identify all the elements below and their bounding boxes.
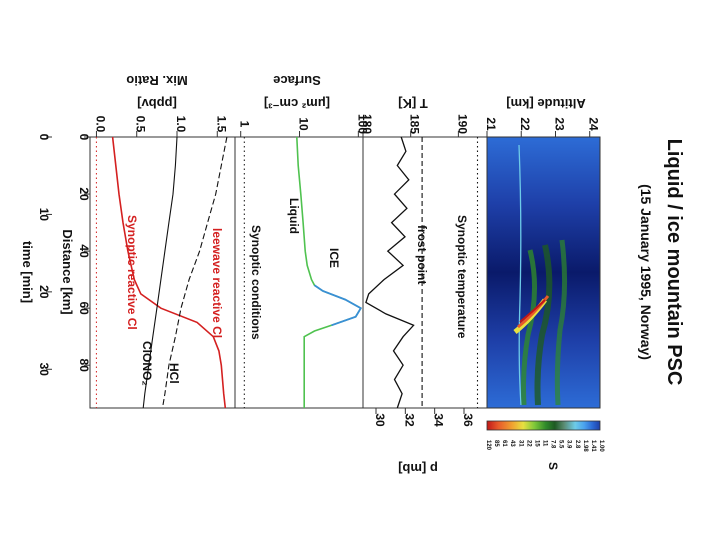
- altitude-tick-label: 23: [552, 117, 566, 131]
- colorbar-tick-label: 3.9: [566, 440, 572, 449]
- colorbar-tick-label: 22: [525, 440, 531, 447]
- ice-annotation: ICE: [327, 248, 341, 268]
- mixratio-tick-label: 1.5: [214, 116, 228, 133]
- time-ticks: 0 10 20 30: [37, 134, 52, 377]
- colorbar-tick-label: 15: [533, 440, 539, 447]
- altitude-label: Altitude [km]: [506, 96, 585, 111]
- figure-subtitle: (15 January 1995, Norway): [638, 184, 654, 360]
- series-surface-ice: [313, 284, 363, 327]
- distance-ticks: 0 20 40 60 80: [77, 134, 91, 373]
- series-mixratio-hcl: [161, 136, 228, 409]
- distance-tick-label: 20: [77, 187, 91, 201]
- temperature-panel: [362, 136, 488, 409]
- pressure-tick-label: 32: [402, 413, 416, 427]
- synoptic-temperature-annotation: Synoptic temperature: [455, 215, 469, 339]
- mixratio-tick-label: 0.5: [134, 116, 148, 133]
- colorbar-tick-label: 61: [501, 440, 507, 447]
- colorbar-tick-label: 1.00: [598, 440, 604, 452]
- time-tick-label: 0: [37, 134, 51, 141]
- hcl-annotation: HCl: [167, 363, 181, 384]
- surface-label: Surface: [273, 73, 321, 88]
- surface-ticks: 1 10 100: [238, 114, 369, 137]
- altitude-cloud-features: [513, 144, 568, 406]
- pressure-tick-label: 30: [373, 413, 387, 427]
- mixratio-ticks: 0.0 0.5 1.0 1.5: [93, 116, 228, 137]
- pressure-tick-label: 34: [432, 413, 446, 427]
- frost-point-annotation: frost point: [415, 225, 429, 284]
- surface-tick-label: 1: [238, 121, 252, 128]
- leewave-reactive-cl-annotation: leewave reactive Cl: [210, 228, 224, 338]
- temperature-tick-label: 180: [360, 114, 374, 134]
- colorbar-tick-label: 1.41: [590, 440, 596, 452]
- mixratio-tick-label: 0.0: [93, 116, 107, 133]
- distance-tick-label: 0: [77, 134, 91, 141]
- clono2-annotation: ClONO₂: [140, 341, 154, 386]
- colorbar-ticks: 1.001.411.982.83.95.57.81115223143618512…: [485, 440, 604, 452]
- colorbar-tick-label: 85: [493, 440, 499, 447]
- series-mixratio-leewave-reactive-cl: [111, 136, 227, 409]
- series-layer: [95, 136, 479, 409]
- mixratio-tick-label: 1.0: [174, 116, 188, 133]
- colorbar-tick-label: 5.5: [558, 440, 564, 449]
- temperature-label: T [K]: [398, 96, 428, 111]
- distance-label: Distance [km]: [60, 229, 75, 314]
- figure-title: Liquid / ice mountain PSC: [663, 139, 685, 386]
- surface-unit-label: [μm² cm⁻³]: [264, 96, 330, 111]
- altitude-tick-label: 21: [484, 117, 498, 131]
- temperature-ticks: 180 185 190: [360, 114, 469, 137]
- pressure-ticks: 30 32 34 36: [373, 408, 475, 427]
- time-tick-label: 30: [37, 363, 51, 377]
- altitude-panel: [486, 136, 601, 409]
- series-temperature-t: [365, 136, 415, 409]
- colorbar-tick-label: 11: [542, 440, 548, 447]
- colorbar-tick-label: 43: [509, 440, 515, 447]
- altitude-tick-label: 24: [587, 117, 601, 131]
- distance-tick-label: 60: [77, 301, 91, 315]
- liquid-annotation: Liquid: [287, 198, 301, 234]
- surface-tick-label: 10: [297, 117, 311, 131]
- distance-tick-label: 40: [77, 244, 91, 258]
- colorbar-label: S: [546, 462, 560, 470]
- distance-tick-label: 80: [77, 359, 91, 373]
- temperature-tick-label: 190: [455, 114, 469, 134]
- colorbar-tick-label: 2.8: [574, 440, 580, 449]
- altitude-tick-label: 22: [518, 117, 532, 131]
- mixratio-label: Mix. Ratio: [126, 73, 187, 88]
- surface-tick-label: 100: [355, 114, 369, 134]
- mixratio-unit-label: [ppbv]: [137, 96, 177, 111]
- synoptic-reactive-cl-annotation: Synoptic reactive Cl: [125, 215, 139, 330]
- time-tick-label: 10: [37, 208, 51, 222]
- temperature-tick-label: 185: [408, 114, 422, 134]
- pressure-label: p [mb]: [398, 461, 438, 476]
- colorbar-tick-label: 7.8: [550, 440, 556, 449]
- colorbar-tick-label: 1.98: [582, 440, 588, 452]
- colorbar-tick-label: 31: [517, 440, 523, 447]
- time-tick-label: 20: [37, 285, 51, 299]
- time-label: time [min]: [20, 241, 35, 303]
- colorbar-tick-label: 120: [485, 440, 491, 451]
- series-mixratio-clono2: [142, 136, 178, 409]
- colorbar: [486, 420, 601, 431]
- synoptic-conditions-annotation: Synoptic conditions: [249, 225, 263, 340]
- mixratio-panel: [89, 136, 236, 409]
- pressure-tick-label: 36: [461, 413, 475, 427]
- altitude-ticks: 21 22 23 24: [484, 117, 601, 137]
